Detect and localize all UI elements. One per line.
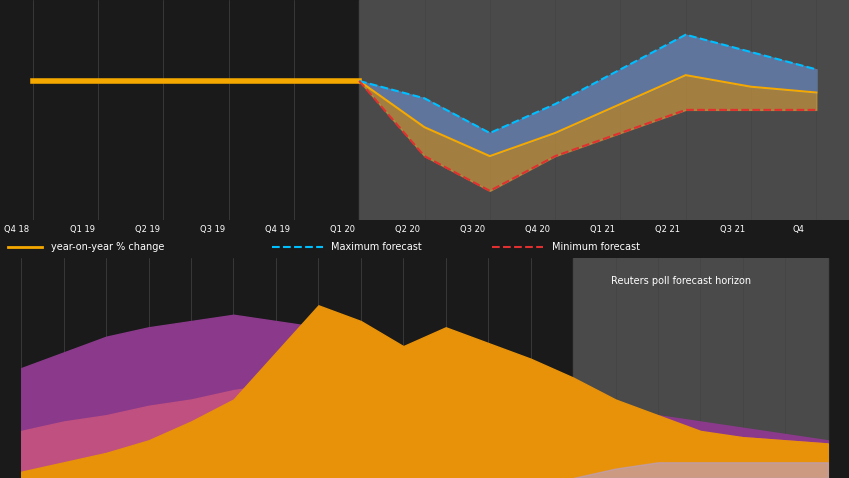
Text: Q4 20: Q4 20 xyxy=(526,225,550,234)
Text: year-on-year % change: year-on-year % change xyxy=(51,242,165,252)
Text: Q1 19: Q1 19 xyxy=(70,225,94,234)
Text: Q4 18: Q4 18 xyxy=(4,225,30,234)
Text: Maximum forecast: Maximum forecast xyxy=(331,242,422,252)
Text: Q3 19: Q3 19 xyxy=(200,225,225,234)
Text: Q3 21: Q3 21 xyxy=(721,225,745,234)
Text: Minimum forecast: Minimum forecast xyxy=(552,242,640,252)
Text: Q3 20: Q3 20 xyxy=(460,225,485,234)
Text: Q4: Q4 xyxy=(792,225,804,234)
Text: Q1 21: Q1 21 xyxy=(590,225,616,234)
Text: Reuters poll forecast horizon: Reuters poll forecast horizon xyxy=(611,276,751,286)
Text: Q2 19: Q2 19 xyxy=(135,225,160,234)
Bar xyxy=(359,0,849,220)
Text: Q4 19: Q4 19 xyxy=(265,225,290,234)
Text: Q1 20: Q1 20 xyxy=(330,225,355,234)
Text: Q2 21: Q2 21 xyxy=(655,225,680,234)
Text: Q2 20: Q2 20 xyxy=(395,225,420,234)
Bar xyxy=(573,258,828,478)
